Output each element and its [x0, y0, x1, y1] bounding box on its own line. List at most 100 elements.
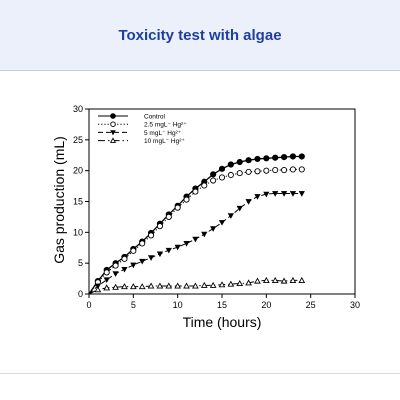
data-point — [110, 130, 116, 136]
data-point — [263, 155, 270, 162]
data-point — [110, 121, 116, 127]
data-point — [245, 157, 252, 164]
data-point — [254, 194, 261, 200]
legend-label: 2.5 mgL⁻ Hg²⁺ — [144, 122, 187, 129]
data-point — [254, 155, 261, 163]
data-point — [121, 266, 128, 273]
data-point — [174, 244, 181, 251]
data-point — [112, 262, 119, 269]
page-title: Toxicity test with algae — [118, 26, 282, 44]
y-tick-label: 25 — [73, 135, 83, 145]
data-point — [262, 276, 270, 283]
series-4 — [88, 276, 306, 295]
x-tick-label: 10 — [173, 300, 183, 310]
data-point — [156, 223, 163, 230]
data-point — [272, 154, 279, 161]
plot-frame — [88, 108, 356, 295]
data-point — [112, 271, 119, 277]
data-point — [130, 247, 137, 254]
data-point — [210, 226, 217, 232]
data-point — [121, 283, 128, 290]
data-point — [156, 251, 164, 258]
data-point — [94, 286, 102, 293]
data-point — [210, 177, 217, 184]
data-point — [218, 281, 226, 288]
data-point — [236, 158, 243, 166]
chart-axes: 0 5 10 15 20 25 30 0 5 10 15 20 25 30 — [73, 104, 360, 310]
y-tick-label: 0 — [78, 289, 83, 299]
footer-divider — [0, 373, 400, 374]
data-point — [183, 196, 190, 203]
data-point — [148, 232, 155, 239]
data-point — [236, 170, 243, 177]
data-point — [280, 191, 288, 197]
data-point — [289, 166, 296, 173]
data-point — [289, 191, 297, 197]
data-point — [289, 153, 297, 160]
series-2 — [88, 166, 305, 295]
data-point — [174, 282, 182, 289]
data-point — [103, 284, 111, 291]
data-point — [138, 283, 146, 290]
data-point — [130, 262, 137, 269]
data-point — [103, 277, 110, 284]
data-point — [227, 171, 234, 179]
series-3 — [88, 191, 305, 295]
y-tick-label: 20 — [73, 166, 83, 176]
x-tick-label: 25 — [306, 300, 316, 310]
data-point — [263, 191, 270, 198]
data-point — [227, 213, 234, 219]
data-point — [183, 241, 190, 247]
x-tick-label: 0 — [86, 300, 91, 310]
data-point — [147, 282, 155, 289]
data-point — [201, 182, 208, 189]
data-point — [289, 276, 297, 283]
chart-container: 0 5 10 15 20 25 30 0 5 10 15 20 25 30 Control 2.5 mgL⁻… — [0, 95, 400, 345]
x-axis-label: Time (hours) — [183, 314, 262, 330]
legend-label: 10 mgL⁻ Hg²⁺ — [144, 138, 185, 145]
y-tick-label: 15 — [73, 197, 83, 207]
data-point — [218, 220, 226, 226]
data-point — [139, 258, 146, 265]
data-point — [121, 255, 128, 262]
data-point — [192, 282, 199, 289]
data-point — [263, 167, 270, 174]
y-tick-label: 10 — [73, 227, 83, 237]
data-point — [280, 277, 288, 284]
data-point — [298, 276, 306, 283]
x-tick-label: 15 — [217, 300, 227, 310]
data-point — [298, 191, 305, 197]
data-point — [103, 269, 110, 276]
data-point — [298, 166, 305, 173]
data-point — [139, 240, 146, 247]
data-point — [183, 282, 190, 289]
data-point — [110, 113, 116, 119]
data-point — [165, 247, 172, 254]
data-point — [218, 165, 226, 172]
x-tick-label: 30 — [350, 300, 360, 310]
data-point — [272, 191, 279, 197]
y-tick-label: 30 — [73, 104, 83, 114]
data-point — [147, 255, 155, 261]
data-point — [236, 205, 243, 212]
data-point — [192, 236, 199, 243]
data-point — [174, 204, 181, 211]
data-point — [272, 167, 279, 174]
data-point — [112, 283, 119, 290]
data-point — [254, 277, 261, 284]
data-point — [192, 188, 199, 195]
chart-series — [88, 153, 306, 295]
data-point — [254, 168, 261, 175]
data-point — [245, 168, 252, 175]
legend-label: Control — [144, 114, 166, 121]
header-bar: Toxicity test with algae — [0, 0, 400, 71]
data-point — [209, 281, 217, 288]
data-point — [109, 137, 117, 143]
data-point — [281, 167, 288, 174]
x-tick-label: 20 — [261, 300, 271, 310]
data-point — [201, 231, 208, 238]
data-point — [129, 283, 137, 290]
data-point — [245, 199, 252, 205]
